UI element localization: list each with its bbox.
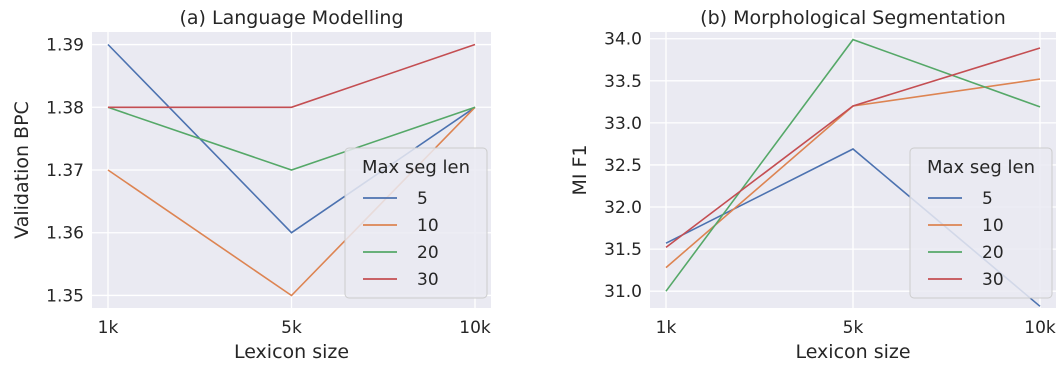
y-tick-label: 33.5 (604, 72, 642, 92)
legend-entry-10: 10 (982, 216, 1004, 236)
legend-entry-5: 5 (982, 189, 993, 209)
chart-panel-1: 31.0 31.5 32.0 32.5 33.0 33.5 34.0 1k 5k 10k (b) M… (569, 7, 1056, 363)
legend-entry-20: 20 (982, 243, 1004, 263)
series-line-20 (665, 38, 1041, 292)
x-tick-label: 5k (843, 318, 864, 338)
x-tick-label: 5k (281, 318, 302, 338)
legend-title: Max seg len (927, 157, 1035, 178)
y-tick-label: 33.0 (604, 114, 642, 134)
y-tick-label: 34.0 (604, 30, 642, 50)
chart-title: (b) Morphological Segmentation (700, 7, 1006, 29)
y-tick-label: 1.35 (46, 286, 84, 306)
y-axis-label: Validation BPC (11, 101, 33, 239)
legend-entry-20: 20 (417, 243, 439, 263)
y-tick-label: 31.5 (604, 240, 642, 260)
legend-entry-10: 10 (417, 216, 439, 236)
legend-entry-30: 30 (982, 270, 1004, 290)
legend-entry-30: 30 (417, 270, 439, 290)
series-line-30 (108, 43, 476, 109)
x-tick-label: 1k (98, 318, 119, 338)
legend-entry-5: 5 (417, 189, 428, 209)
y-tick-label: 31.0 (604, 282, 642, 302)
legend-title: Max seg len (362, 157, 470, 178)
series-line-30 (665, 47, 1041, 249)
x-tick-label: 1k (656, 318, 677, 338)
x-tick-label: 10k (459, 318, 491, 338)
y-axis-label: MI F1 (569, 144, 591, 195)
chart-title: (a) Language Modelling (179, 7, 403, 29)
legend-box (909, 147, 1053, 299)
x-axis-label: Lexicon size (234, 341, 349, 363)
y-tick-label: 32.0 (604, 198, 642, 218)
y-tick-label: 1.37 (46, 161, 84, 181)
x-tick-label: 10k (1024, 318, 1056, 338)
x-axis-label: Lexicon size (795, 341, 910, 363)
y-tick-label: 1.38 (46, 98, 84, 118)
series-line-20 (107, 106, 476, 171)
y-tick-label: 1.36 (46, 224, 84, 244)
y-tick-label: 1.39 (46, 36, 84, 56)
y-tick-label: 32.5 (604, 156, 642, 176)
legend-box (344, 147, 488, 299)
chart-panel-0: 1.35 1.36 1.37 1.38 1.39 1k 5k 10k (a) Language … (11, 7, 491, 363)
